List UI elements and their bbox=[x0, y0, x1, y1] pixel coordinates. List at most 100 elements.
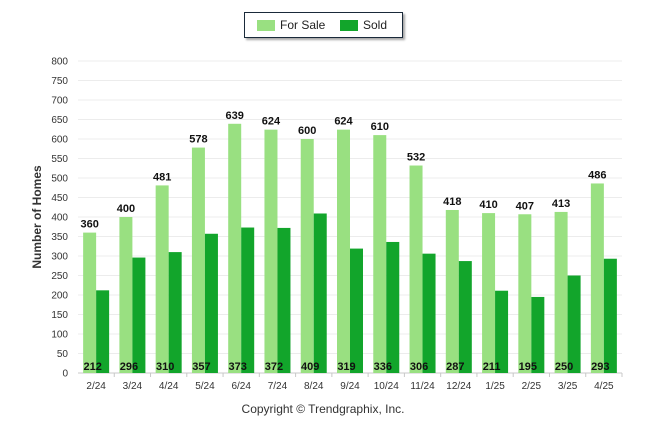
legend-swatch-for-sale bbox=[257, 19, 275, 31]
x-tick-label: 8/24 bbox=[304, 381, 324, 392]
legend-item-for-sale[interactable]: For Sale bbox=[257, 18, 325, 32]
data-label-for-sale: 624 bbox=[334, 116, 353, 128]
data-label-for-sale: 360 bbox=[80, 219, 98, 231]
data-label-for-sale: 481 bbox=[153, 171, 171, 183]
legend-swatch-sold bbox=[340, 19, 358, 31]
bar-for-sale[interactable] bbox=[590, 183, 604, 373]
data-label-sold: 250 bbox=[555, 361, 573, 373]
data-label-sold: 357 bbox=[192, 361, 210, 373]
x-tick-label: 3/25 bbox=[558, 381, 578, 392]
bar-sold[interactable] bbox=[531, 296, 545, 373]
data-label-sold: 319 bbox=[337, 361, 355, 373]
y-tick-label: 50 bbox=[57, 349, 69, 360]
bar-for-sale[interactable] bbox=[518, 214, 532, 373]
bar-for-sale[interactable] bbox=[83, 232, 97, 373]
data-label-for-sale: 418 bbox=[443, 196, 461, 208]
data-label-sold: 306 bbox=[410, 361, 428, 373]
x-tick-label: 6/24 bbox=[231, 381, 251, 392]
bar-sold[interactable] bbox=[350, 248, 363, 373]
data-labels: 360 212 400 296 481 310 578 357 639 373 624 372 600 4… bbox=[80, 110, 609, 373]
data-label-sold: 409 bbox=[301, 361, 319, 373]
y-tick-label: 800 bbox=[51, 57, 68, 68]
x-tick-label: 2/25 bbox=[522, 381, 542, 392]
data-label-for-sale: 624 bbox=[262, 116, 281, 128]
bar-for-sale[interactable] bbox=[373, 135, 387, 373]
bar-sold[interactable] bbox=[313, 213, 327, 373]
y-tick-label: 500 bbox=[51, 174, 68, 185]
y-tick-label: 0 bbox=[62, 369, 68, 380]
x-tick-label: 11/24 bbox=[410, 381, 435, 392]
data-label-sold: 212 bbox=[83, 361, 101, 373]
x-tick-label: 4/25 bbox=[594, 381, 614, 392]
data-label-sold: 287 bbox=[446, 361, 464, 373]
bar-for-sale[interactable] bbox=[264, 129, 278, 373]
y-tick-label: 600 bbox=[51, 135, 68, 146]
bar-for-sale[interactable] bbox=[155, 185, 169, 373]
y-tick-label: 550 bbox=[51, 154, 68, 165]
x-tick-label: 10/24 bbox=[374, 381, 399, 392]
y-axis-ticks: 0 50 100 150 200 250 300 350 400 450 500 550 600 650 7… bbox=[51, 57, 68, 380]
copyright-footer: Copyright © Trendgraphix, Inc. bbox=[241, 402, 405, 416]
bar-for-sale[interactable] bbox=[119, 217, 133, 373]
bar-sold[interactable] bbox=[386, 241, 400, 373]
x-tick-label: 3/24 bbox=[123, 381, 143, 392]
bar-for-sale[interactable] bbox=[228, 123, 242, 373]
data-label-for-sale: 600 bbox=[298, 125, 316, 137]
data-label-sold: 296 bbox=[120, 361, 138, 373]
bar-for-sale[interactable] bbox=[445, 209, 459, 373]
y-tick-label: 300 bbox=[51, 252, 68, 263]
data-label-for-sale: 400 bbox=[117, 203, 135, 215]
bar-for-sale[interactable] bbox=[409, 165, 423, 373]
bar-sold[interactable] bbox=[241, 227, 255, 373]
bar-sold[interactable] bbox=[277, 227, 291, 373]
legend-label-for-sale: For Sale bbox=[280, 18, 326, 32]
data-label-sold: 293 bbox=[591, 361, 609, 373]
data-label-for-sale: 639 bbox=[226, 110, 244, 122]
bar-sold[interactable] bbox=[204, 233, 218, 373]
bar-for-sale[interactable] bbox=[191, 147, 205, 373]
y-tick-label: 250 bbox=[51, 271, 68, 282]
bar-sold[interactable] bbox=[495, 290, 509, 373]
legend-label-sold: Sold bbox=[363, 18, 388, 32]
data-label-sold: 211 bbox=[483, 361, 501, 373]
y-tick-label: 650 bbox=[51, 115, 68, 126]
data-label-for-sale: 610 bbox=[371, 121, 389, 133]
x-tick-label: 4/24 bbox=[159, 381, 179, 392]
bar-for-sale[interactable] bbox=[337, 129, 350, 373]
data-label-for-sale: 486 bbox=[588, 169, 606, 181]
bar-sold[interactable] bbox=[168, 252, 182, 373]
bars bbox=[83, 123, 617, 374]
bar-sold[interactable] bbox=[567, 275, 581, 374]
bar-for-sale[interactable] bbox=[554, 211, 568, 373]
data-label-for-sale: 578 bbox=[189, 134, 207, 146]
data-label-sold: 372 bbox=[265, 361, 283, 373]
y-tick-label: 150 bbox=[51, 310, 68, 321]
data-label-sold: 195 bbox=[519, 361, 537, 373]
x-axis-ticks: 2/24 3/24 4/24 5/24 6/24 7/24 8/24 9/24 10/24 11/… bbox=[86, 373, 623, 392]
y-tick-label: 700 bbox=[51, 96, 68, 107]
legend-item-sold[interactable]: Sold bbox=[340, 18, 387, 32]
y-axis-title: Number of Homes bbox=[30, 165, 44, 269]
bar-for-sale[interactable] bbox=[482, 213, 496, 373]
y-tick-label: 750 bbox=[51, 76, 68, 87]
data-label-sold: 310 bbox=[156, 361, 174, 373]
bar-sold[interactable] bbox=[603, 258, 617, 373]
data-label-sold: 336 bbox=[374, 361, 392, 373]
bar-for-sale[interactable] bbox=[300, 139, 314, 373]
x-tick-label: 9/24 bbox=[340, 381, 360, 392]
y-tick-label: 350 bbox=[51, 232, 68, 243]
bar-sold[interactable] bbox=[458, 261, 472, 373]
y-tick-label: 100 bbox=[51, 330, 68, 341]
x-tick-label: 2/24 bbox=[86, 381, 106, 392]
bar-sold[interactable] bbox=[132, 257, 146, 373]
data-label-for-sale: 532 bbox=[407, 152, 425, 164]
data-label-for-sale: 407 bbox=[516, 200, 534, 212]
bar-sold[interactable] bbox=[422, 253, 436, 373]
data-label-sold: 373 bbox=[229, 361, 247, 373]
data-label-for-sale: 413 bbox=[552, 198, 570, 210]
legend: For Sale Sold bbox=[244, 12, 403, 38]
y-tick-label: 450 bbox=[51, 193, 68, 204]
x-tick-label: 1/25 bbox=[485, 381, 505, 392]
bar-sold[interactable] bbox=[96, 290, 110, 373]
